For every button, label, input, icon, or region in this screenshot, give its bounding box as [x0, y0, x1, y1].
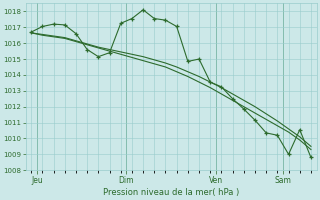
X-axis label: Pression niveau de la mer( hPa ): Pression niveau de la mer( hPa ) [103, 188, 239, 197]
